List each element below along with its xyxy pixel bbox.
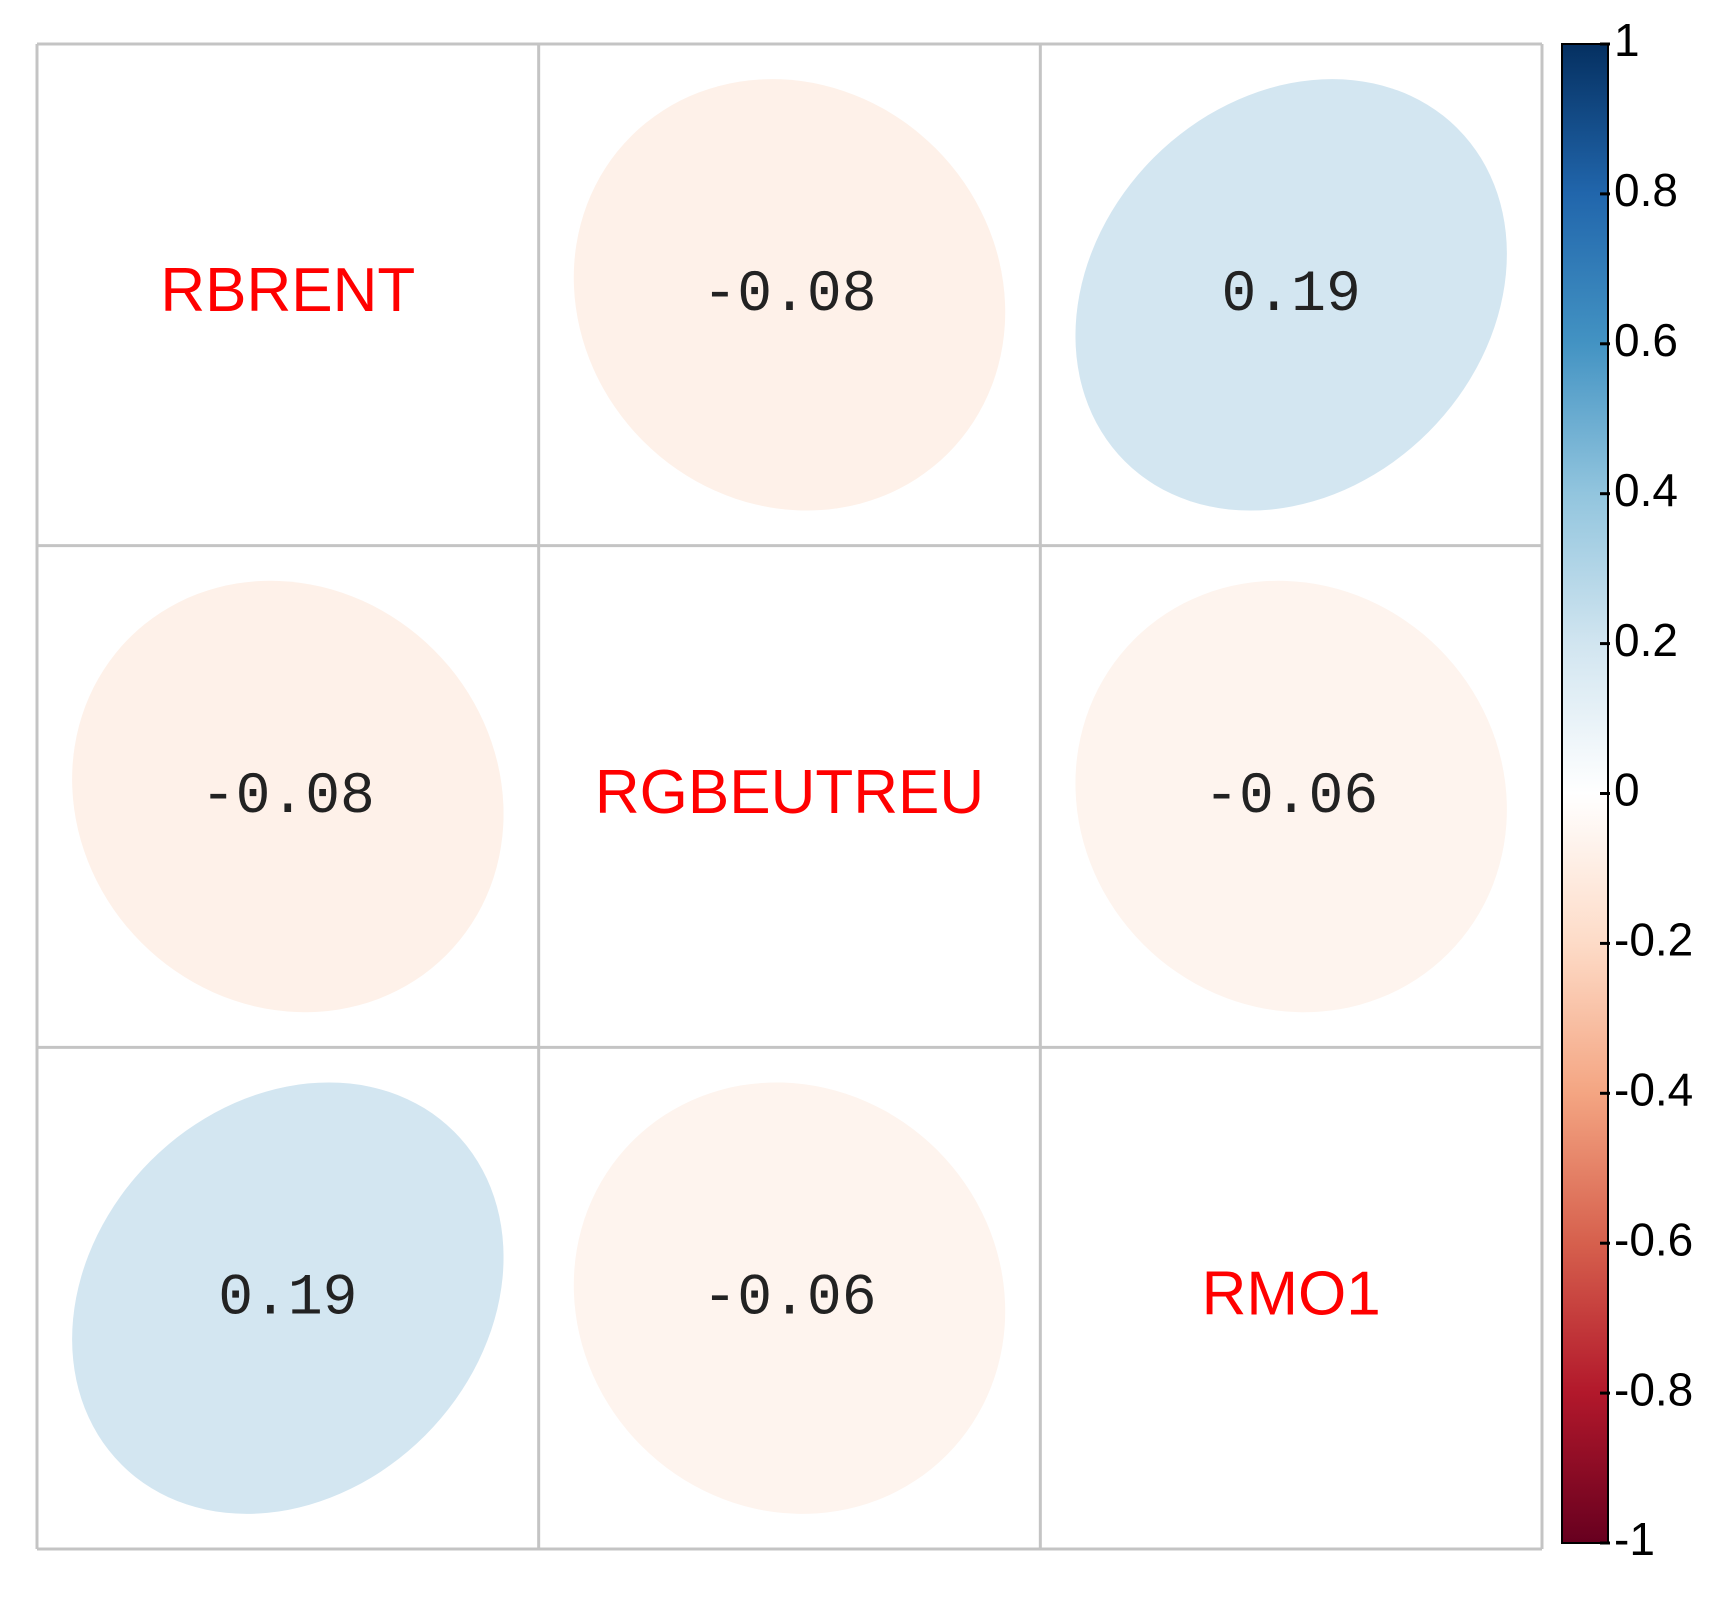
value-label: 0.19 [218, 1266, 357, 1331]
value-label: -0.08 [702, 263, 876, 328]
value-label: -0.06 [702, 1266, 876, 1331]
value-label: -0.08 [201, 765, 375, 830]
colorbar-tick-label: -0.6 [1614, 1213, 1693, 1265]
colorbar-tick-label: -0.8 [1614, 1363, 1693, 1415]
colorbar-tick-label: 0.8 [1614, 164, 1678, 216]
correlation-ellipse [72, 1082, 504, 1514]
correlation-ellipse [573, 1082, 1006, 1514]
variable-label: RBRENT [160, 256, 415, 325]
colorbar-tick-label: 0 [1614, 764, 1640, 816]
colorbar-tick-label: -0.2 [1614, 914, 1693, 966]
colorbar-tick-label: -0.4 [1614, 1063, 1693, 1115]
correlation-ellipse [1075, 79, 1507, 511]
correlation-ellipse [1075, 580, 1507, 1013]
colorbar-tick-label: 0.2 [1614, 614, 1678, 666]
correlation-ellipse [72, 580, 504, 1013]
correlation-ellipse [573, 79, 1006, 511]
value-label: 0.19 [1222, 263, 1361, 328]
colorbar-tick-label: -1 [1614, 1513, 1655, 1565]
variable-label: RMO1 [1202, 1260, 1381, 1329]
colorbar-tick-label: 1 [1614, 14, 1640, 66]
colorbar-tick-label: 0.6 [1614, 314, 1678, 366]
value-label: -0.06 [1204, 765, 1378, 830]
colorbar-tick-label: 0.4 [1614, 464, 1678, 516]
variable-label: RGBEUTREU [595, 758, 984, 827]
